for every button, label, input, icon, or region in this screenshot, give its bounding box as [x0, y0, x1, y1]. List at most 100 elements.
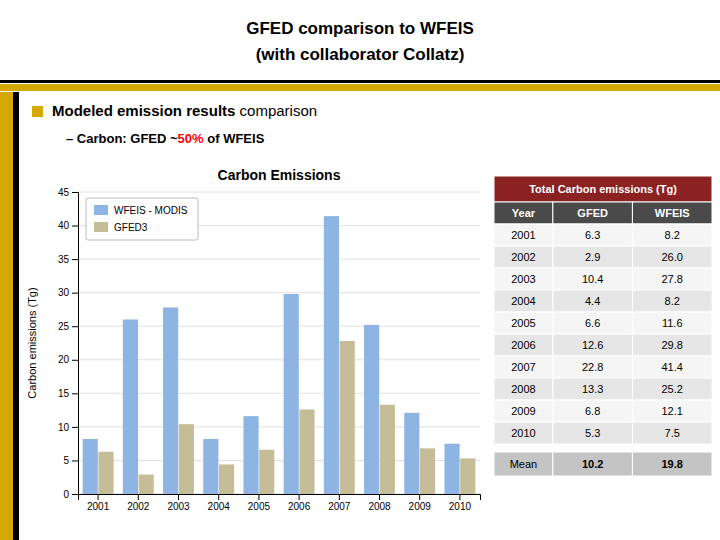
y-tick-mark [72, 192, 78, 193]
table-row-text: 27.8 [662, 273, 683, 285]
y-axis-title: Carbon emissions (Tg) [26, 287, 38, 398]
x-tick-label: 2009 [409, 501, 432, 512]
table-row-cell [632, 334, 712, 356]
table-row-cell [632, 290, 712, 312]
x-axis-line [79, 495, 481, 501]
y-tick-mark [72, 427, 78, 428]
table-row-cell [553, 378, 633, 400]
table-row-cell [632, 312, 712, 334]
annotation-part: – Carbon: GFED ~ [66, 131, 178, 146]
grid-line [78, 326, 480, 327]
table-row-text: 13.3 [582, 383, 603, 395]
table-row-text: 7.5 [665, 427, 680, 439]
table-row-text: 2009 [511, 405, 535, 417]
x-tick-mark [299, 494, 300, 500]
y-tick-label: 30 [58, 287, 70, 298]
table-header-cell [632, 202, 712, 224]
bar [404, 413, 419, 494]
x-tick: 2007 [328, 494, 351, 512]
table-footer-cell [494, 452, 553, 476]
x-tick-label: 2006 [288, 501, 311, 512]
table-header-cell [494, 202, 553, 224]
table-row-text: 2001 [511, 229, 535, 241]
table-row-cell [632, 224, 712, 246]
grid-line [78, 192, 480, 193]
table-row-text: 6.6 [585, 317, 600, 329]
table: Total Carbon emissions (Tg)YearGFEDWFEIS… [494, 176, 712, 476]
table-footer-text: 10.2 [582, 458, 603, 470]
bar-series [83, 216, 460, 494]
table-row-cell [632, 246, 712, 268]
y-tick-label: 25 [58, 321, 70, 332]
y-tick-label: 0 [63, 489, 69, 500]
bar [259, 450, 274, 494]
y-tick-mark [72, 226, 78, 227]
grid-line [78, 359, 480, 360]
table-header-cell [553, 202, 633, 224]
table-row-text: 8.2 [665, 295, 680, 307]
x-tick-label: 2005 [248, 501, 271, 512]
page-subtitle: (with collaborator Collatz) [256, 45, 465, 64]
table-row-cell [494, 400, 553, 422]
annotation-part: 50% [178, 131, 204, 146]
table-footer-text: Mean [510, 458, 538, 470]
table-row-text: 29.8 [662, 339, 683, 351]
bar [324, 216, 339, 494]
left-accent [0, 92, 13, 540]
grid-line [78, 460, 480, 461]
table-row-cell [553, 422, 633, 444]
header-background [0, 0, 720, 92]
y-tick-mark [72, 360, 78, 361]
table-row-cell [494, 290, 553, 312]
chart-title: Carbon Emissions [218, 167, 341, 183]
table-header-text: WFEIS [655, 207, 690, 219]
y-axis: 051015202530354045 [58, 187, 79, 500]
x-tick: 2008 [368, 494, 391, 512]
table-row-text: 12.6 [582, 339, 603, 351]
bar [243, 416, 258, 494]
header-rule [0, 80, 720, 83]
bar [98, 452, 113, 494]
x-tick-label: 2008 [368, 501, 391, 512]
y-tick-label: 5 [63, 455, 69, 466]
x-tick-label: 2004 [208, 501, 231, 512]
bar [299, 409, 314, 494]
y-tick: 15 [58, 388, 78, 399]
legend-item: GFED3 [94, 222, 148, 233]
table-row-cell [553, 400, 633, 422]
table-row-cell [632, 268, 712, 290]
table-row-text: 26.0 [662, 251, 683, 263]
table-row-text: 6.3 [585, 229, 600, 241]
y-tick-label: 40 [58, 220, 70, 231]
bar [380, 405, 395, 494]
y-tick: 25 [58, 321, 78, 332]
table-footer-cell [632, 452, 712, 476]
legend-label: WFEIS - MODIS [114, 205, 188, 216]
x-tick-label: 2002 [127, 501, 150, 512]
table-row-text: 2007 [511, 361, 535, 373]
table-footer-cell [553, 452, 633, 476]
grid-line [78, 426, 480, 427]
grid-line [78, 393, 480, 394]
x-tick: 2005 [248, 494, 271, 512]
table-row-text: 5.3 [585, 427, 600, 439]
x-tick-label: 2001 [87, 501, 110, 512]
table-row-text: 2006 [511, 339, 535, 351]
bar [123, 320, 138, 494]
y-tick: 40 [58, 220, 78, 231]
bar [139, 475, 154, 494]
bar [340, 341, 355, 494]
bar [163, 307, 178, 494]
table-row-cell [553, 268, 633, 290]
x-tick-mark [138, 494, 139, 500]
y-tick: 45 [58, 187, 78, 198]
table-title-cell [494, 176, 712, 202]
table-row-cell [553, 290, 633, 312]
table-row-text: 2003 [511, 273, 535, 285]
page: GFED comparison to WFEIS(with collaborat… [0, 0, 720, 540]
table-row-text: 10.4 [582, 273, 603, 285]
table-row-text: 12.1 [662, 405, 683, 417]
table-row-cell [553, 334, 633, 356]
y-tick: 20 [58, 354, 78, 365]
table-row-text: 8.2 [665, 229, 680, 241]
